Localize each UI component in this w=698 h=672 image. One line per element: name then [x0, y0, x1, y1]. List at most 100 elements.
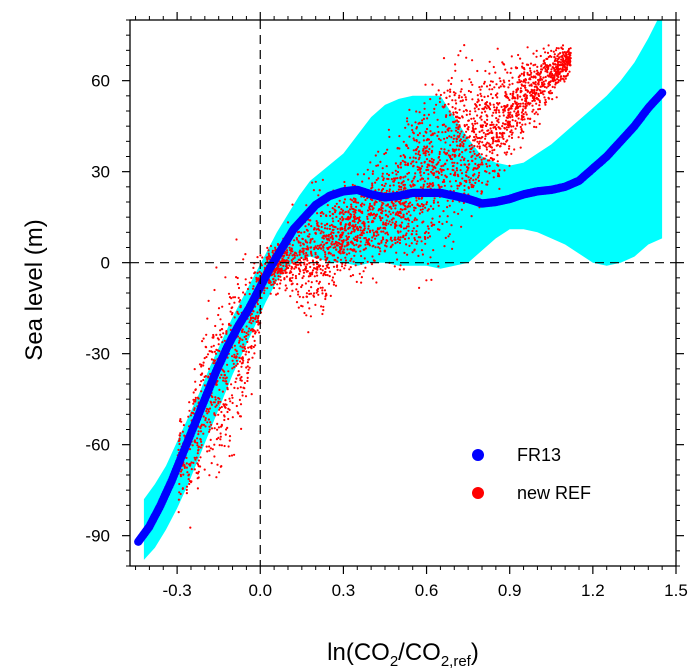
new-ref-point	[279, 279, 282, 282]
new-ref-point	[488, 108, 492, 111]
new-ref-point	[217, 338, 220, 341]
new-ref-point	[342, 239, 345, 242]
new-ref-point	[208, 474, 211, 477]
new-ref-point	[346, 243, 349, 246]
new-ref-point	[512, 125, 515, 128]
new-ref-point	[395, 220, 398, 223]
new-ref-point	[289, 252, 292, 255]
new-ref-point	[241, 356, 244, 359]
new-ref-point	[415, 110, 418, 113]
new-ref-point	[521, 62, 524, 65]
new-ref-point	[371, 236, 374, 239]
new-ref-point	[393, 265, 396, 268]
new-ref-point	[495, 111, 498, 114]
new-ref-point	[456, 115, 459, 118]
new-ref-point	[374, 237, 377, 240]
new-ref-point	[433, 111, 436, 114]
new-ref-point	[272, 273, 276, 276]
new-ref-point	[462, 158, 465, 162]
new-ref-point	[474, 138, 477, 141]
new-ref-point	[247, 333, 250, 336]
new-ref-point	[351, 274, 355, 277]
new-ref-point	[539, 71, 543, 74]
new-ref-point	[302, 271, 306, 274]
new-ref-point	[386, 203, 390, 206]
new-ref-point	[197, 470, 200, 473]
new-ref-point	[366, 215, 369, 218]
new-ref-point	[497, 138, 500, 141]
new-ref-point	[456, 131, 459, 134]
new-ref-point	[498, 86, 501, 89]
new-ref-point	[407, 222, 410, 225]
new-ref-point	[340, 226, 343, 230]
new-ref-point	[314, 245, 317, 248]
new-ref-point	[201, 372, 204, 375]
new-ref-point	[569, 47, 572, 50]
new-ref-point	[407, 237, 410, 240]
new-ref-point	[459, 138, 462, 141]
new-ref-point	[553, 53, 556, 56]
new-ref-point	[348, 268, 351, 271]
new-ref-point	[215, 404, 218, 407]
new-ref-point	[194, 380, 197, 383]
new-ref-point	[499, 80, 502, 83]
new-ref-point	[342, 248, 345, 251]
new-ref-point	[402, 216, 405, 219]
new-ref-point	[346, 248, 349, 251]
new-ref-point	[306, 270, 309, 273]
new-ref-point	[523, 118, 526, 121]
new-ref-point	[525, 63, 529, 66]
new-ref-point	[398, 214, 401, 218]
new-ref-point	[478, 145, 481, 148]
new-ref-point	[519, 131, 523, 134]
new-ref-point	[221, 323, 224, 326]
new-ref-point	[549, 89, 552, 92]
new-ref-point	[202, 432, 205, 435]
new-ref-point	[537, 108, 540, 111]
new-ref-point	[382, 177, 385, 180]
new-ref-point	[511, 115, 514, 118]
new-ref-point	[435, 103, 438, 106]
new-ref-point	[300, 256, 303, 259]
new-ref-point	[287, 260, 290, 263]
new-ref-point	[402, 176, 405, 179]
new-ref-point	[252, 317, 255, 320]
new-ref-point	[449, 90, 452, 93]
new-ref-point	[539, 75, 542, 78]
new-ref-point	[350, 257, 353, 260]
new-ref-point	[384, 232, 387, 235]
new-ref-point	[236, 310, 239, 313]
new-ref-point	[385, 219, 388, 222]
new-ref-point	[535, 49, 538, 53]
new-ref-point	[305, 295, 309, 298]
new-ref-point	[341, 241, 344, 244]
new-ref-point	[565, 57, 568, 61]
new-ref-point	[189, 414, 193, 417]
new-ref-point	[389, 213, 392, 216]
new-ref-point	[393, 238, 396, 241]
new-ref-point	[264, 262, 267, 265]
new-ref-point	[235, 238, 238, 241]
new-ref-point	[449, 88, 452, 91]
new-ref-point	[416, 240, 419, 243]
new-ref-point	[249, 345, 252, 349]
new-ref-point	[305, 248, 308, 251]
new-ref-point	[272, 286, 276, 290]
new-ref-point	[196, 462, 199, 465]
new-ref-point	[390, 218, 393, 221]
new-ref-point	[295, 301, 299, 304]
new-ref-point	[424, 206, 427, 209]
new-ref-point	[415, 127, 418, 130]
new-ref-point	[408, 108, 411, 111]
new-ref-point	[495, 133, 498, 136]
new-ref-point	[279, 275, 282, 278]
new-ref-point	[196, 437, 199, 440]
new-ref-point	[244, 347, 247, 350]
new-ref-point	[375, 230, 378, 233]
new-ref-point	[491, 96, 494, 100]
new-ref-point	[536, 69, 539, 72]
new-ref-point	[402, 213, 405, 216]
new-ref-point	[543, 65, 547, 68]
new-ref-point	[212, 333, 215, 337]
new-ref-point	[261, 256, 264, 259]
